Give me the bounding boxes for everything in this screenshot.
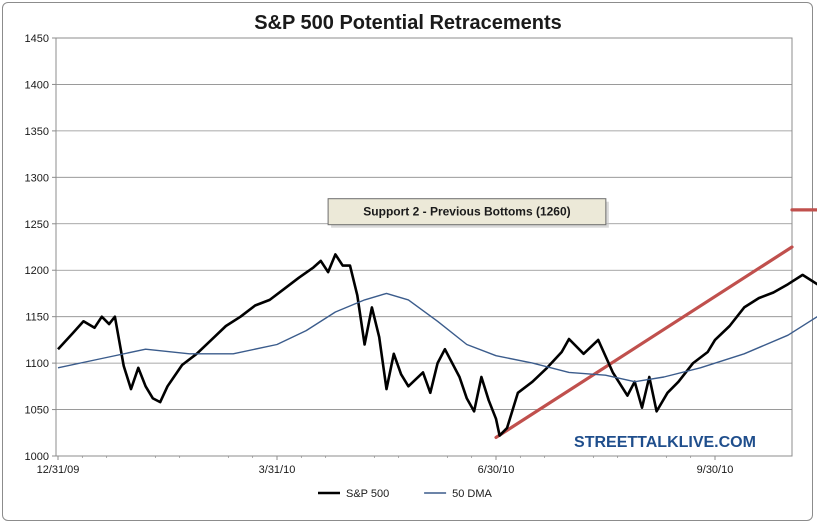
legend-label-1: S&P 500 xyxy=(346,488,389,500)
y-tick-label: 1100 xyxy=(25,358,49,370)
sp500-line xyxy=(57,253,817,437)
y-tick-label: 1150 xyxy=(25,312,49,324)
x-axis: 12/31/093/31/106/30/109/30/1012/31/103/3… xyxy=(37,456,734,476)
chart-title: S&P 500 Potential Retracements xyxy=(254,12,562,34)
y-axis: 1000 1050 1100 1150 1200 1250 1300 1350 1400 1450 xyxy=(25,33,56,463)
annotation-rect xyxy=(327,198,607,226)
y-tick-label: 1200 xyxy=(25,265,49,277)
y-tick-label: 1250 xyxy=(25,219,49,231)
annotations: Support 1 - 50 DMA (1325)Support 2 - Pre… xyxy=(327,198,609,228)
x-tick-label: 9/30/10 xyxy=(697,464,734,476)
legend: S&P 500 50 DMA xyxy=(318,488,492,500)
uptrend-line xyxy=(494,245,794,440)
x-tick-label: 3/31/10 xyxy=(259,464,296,476)
reference-lines xyxy=(494,208,817,440)
watermark-text: STREETTALKLIVE.COM xyxy=(574,434,756,451)
plot-area xyxy=(55,37,793,457)
y-tick-label: 1450 xyxy=(25,33,49,45)
legend-label-2: 50 DMA xyxy=(452,488,492,500)
y-tick-label: 1350 xyxy=(25,126,49,138)
x-tick-label: 12/31/09 xyxy=(37,464,80,476)
dma50-line xyxy=(57,292,817,383)
y-tick-label: 1000 xyxy=(25,451,49,463)
y-tick-label: 1400 xyxy=(25,79,49,91)
y-tick-label: 1050 xyxy=(25,405,49,417)
y-tick-label: 1300 xyxy=(25,172,49,184)
annotation-box-2: Support 2 - Previous Bottoms (1260) xyxy=(327,198,609,228)
x-tick-label: 6/30/10 xyxy=(478,464,515,476)
annotation-label: Support 2 - Previous Bottoms (1260) xyxy=(363,205,570,219)
series-lines xyxy=(57,253,817,437)
